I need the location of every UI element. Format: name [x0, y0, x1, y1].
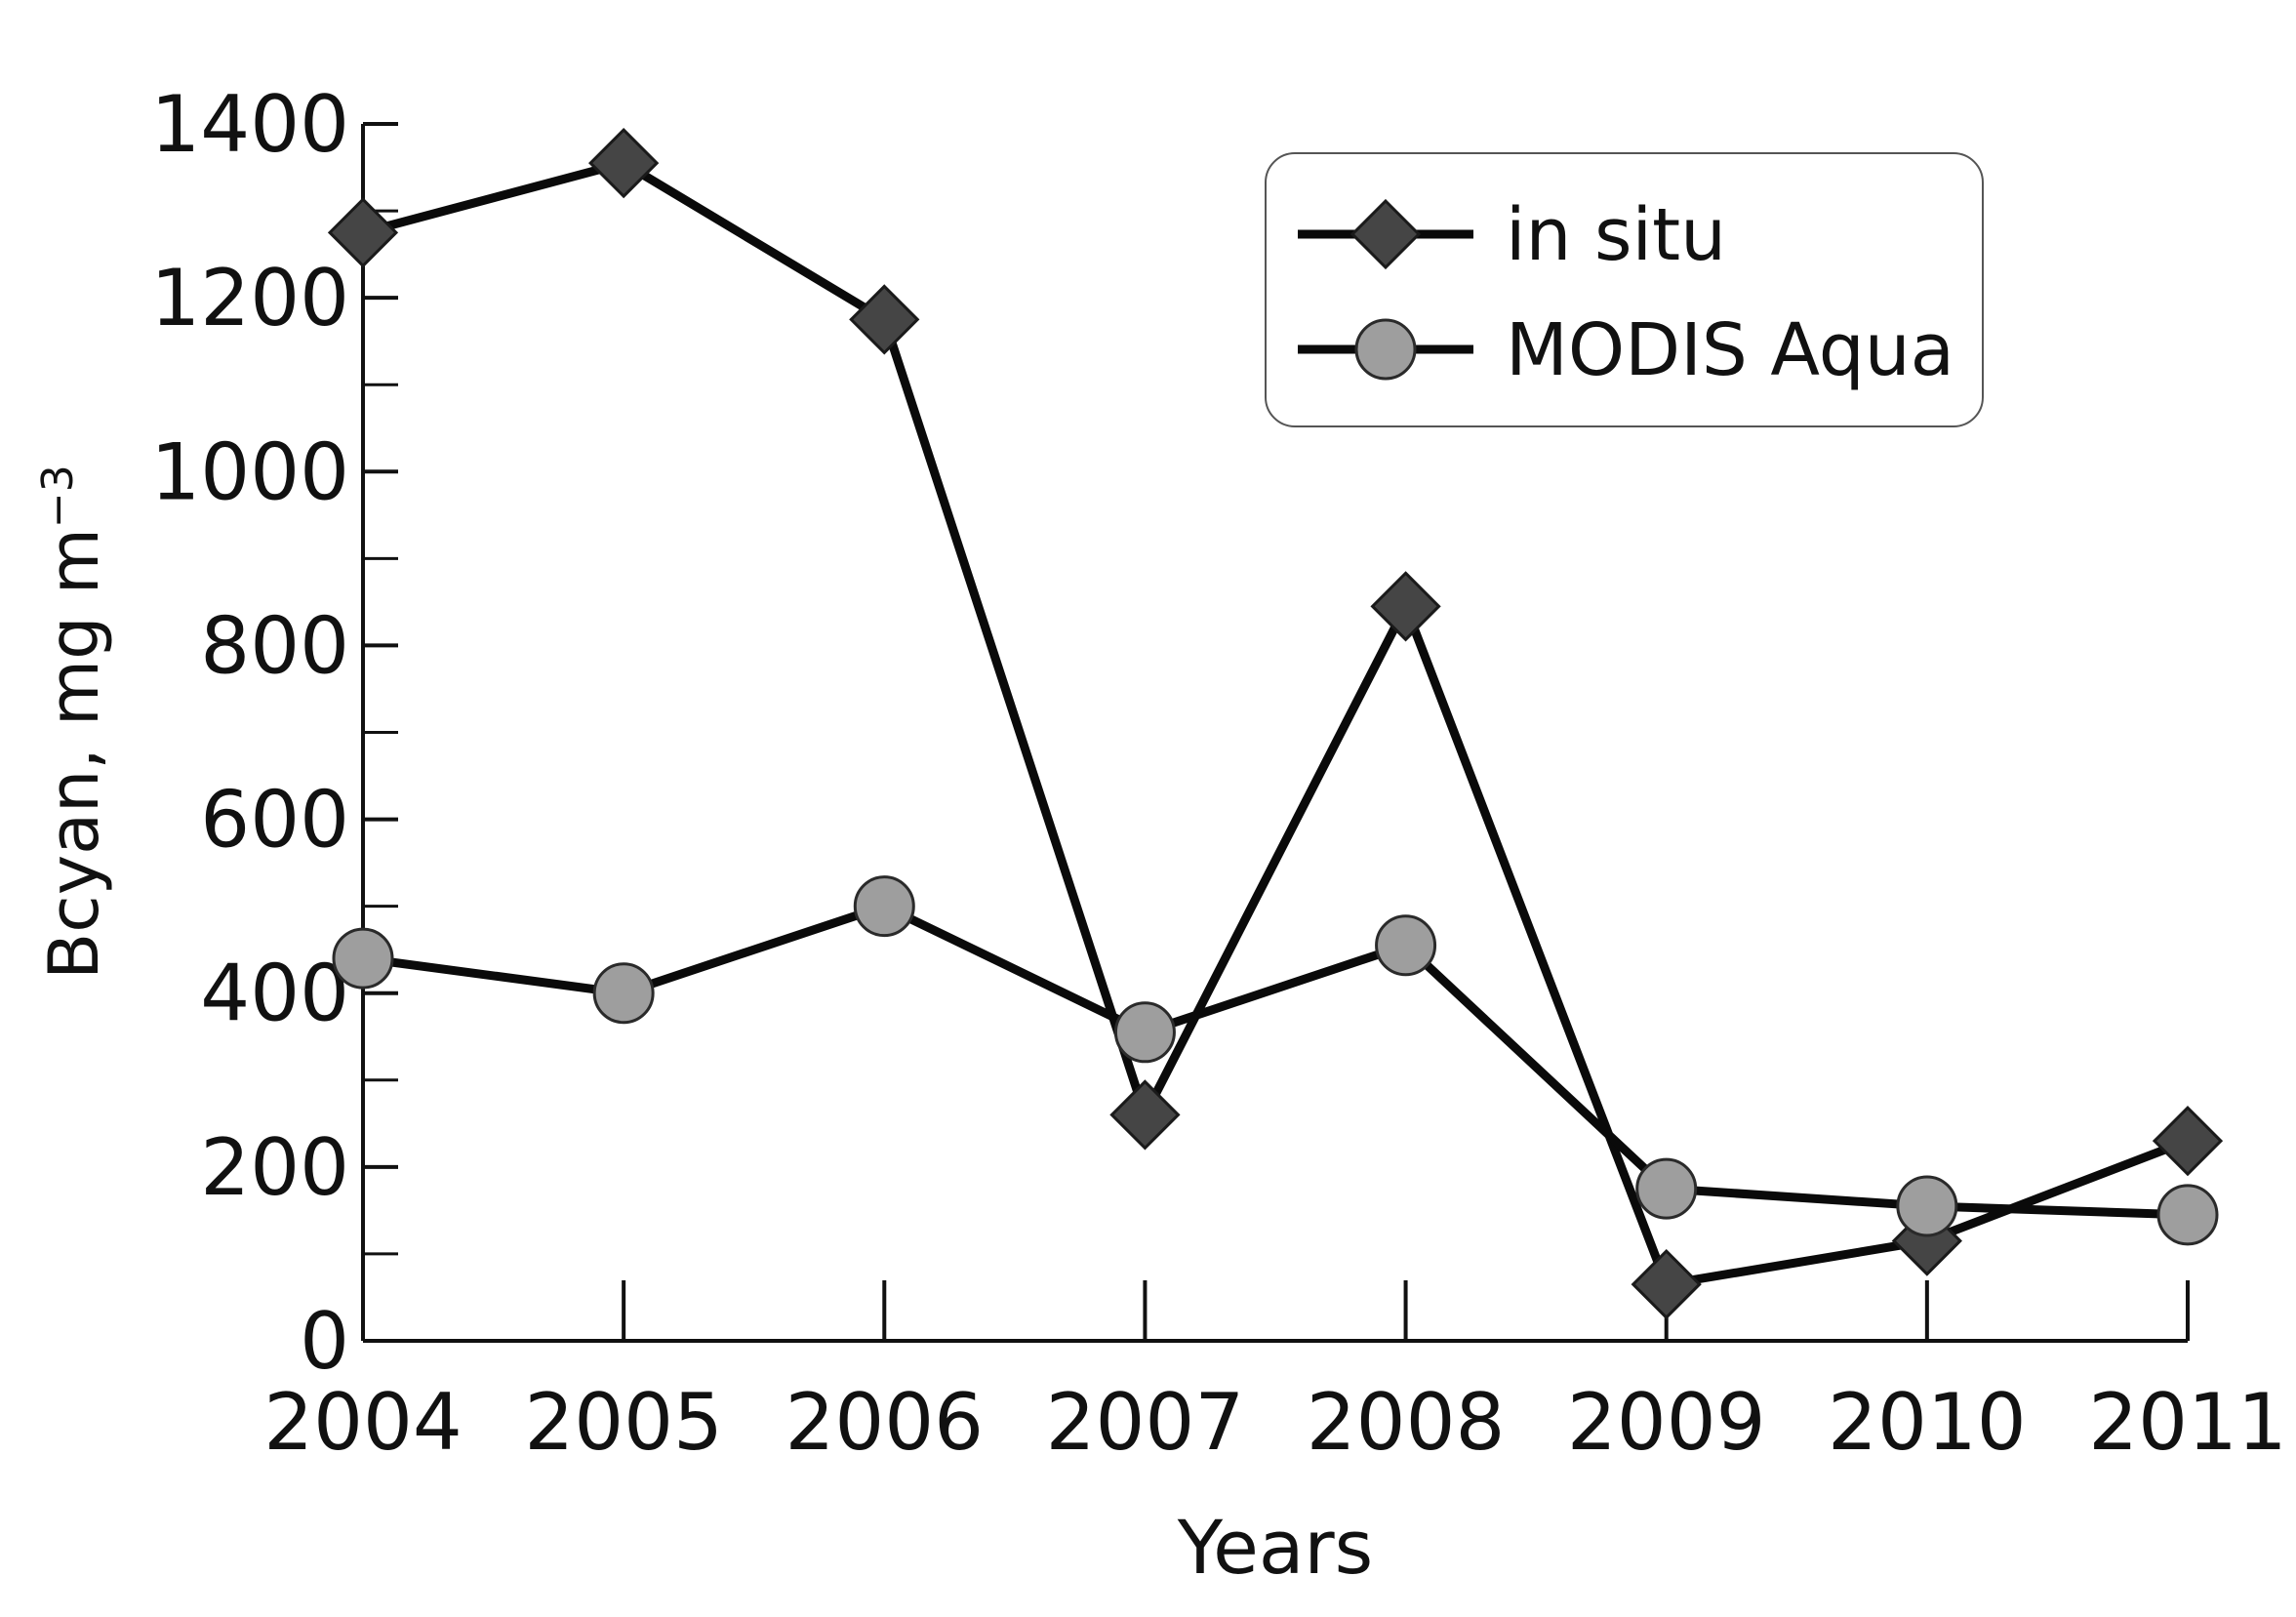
modis-aqua-point — [853, 875, 915, 938]
legend: in situ MODIS Aqua — [1265, 152, 1984, 427]
y-tick-label: 0 — [300, 1296, 349, 1387]
legend-label-in-situ: in situ — [1506, 193, 1726, 277]
modis-aqua-point — [332, 927, 394, 990]
y-tick-label: 200 — [200, 1122, 349, 1213]
x-axis-label: Years — [1177, 1504, 1374, 1591]
x-tick-label: 2006 — [785, 1377, 984, 1468]
in-situ-point — [2152, 1106, 2224, 1177]
legend-label-modis-aqua: MODIS Aqua — [1506, 308, 1954, 392]
modis-aqua-point — [592, 962, 655, 1025]
series-line-in-situ — [361, 158, 2190, 1289]
series-line-modis-aqua — [362, 902, 2189, 1220]
modis-aqua-point — [1635, 1157, 1698, 1220]
x-tick-label: 2009 — [1567, 1377, 1766, 1468]
y-tick-label: 1200 — [150, 253, 349, 344]
in-situ-point — [1631, 1248, 1702, 1320]
modis-aqua-point — [2156, 1184, 2219, 1246]
legend-diamond-marker — [1349, 198, 1422, 270]
y-axis-label: Bcyan, mg m−3 — [33, 465, 114, 980]
y-tick-label: 600 — [200, 775, 349, 866]
series-group — [327, 127, 2224, 1320]
legend-box — [1265, 152, 1984, 427]
y-tick-label: 1400 — [150, 79, 349, 170]
modis-aqua-point — [1896, 1175, 1958, 1237]
x-tick-label: 2008 — [1307, 1377, 1506, 1468]
modis-aqua-point — [1375, 914, 1437, 977]
x-tick-label: 2010 — [1828, 1377, 2027, 1468]
x-tick-label: 2005 — [524, 1377, 723, 1468]
x-tick-label: 2004 — [263, 1377, 463, 1468]
in-situ-point — [1370, 571, 1441, 642]
axes: 0 200 400 600 800 1000 1200 1400 2004 2005 2006 200… — [33, 79, 2287, 1591]
x-tick-label: 2011 — [2088, 1377, 2287, 1468]
in-situ-point — [1109, 1079, 1181, 1151]
in-situ-point — [849, 284, 920, 355]
y-tick-label: 800 — [200, 600, 349, 691]
modis-aqua-point — [1113, 1001, 1176, 1064]
in-situ-point — [588, 127, 660, 199]
in-situ-point — [327, 197, 399, 268]
y-tick-label: 400 — [200, 949, 349, 1039]
x-tick-label: 2007 — [1046, 1377, 1245, 1468]
legend-circle-marker — [1354, 318, 1417, 381]
y-tick-label: 1000 — [150, 426, 349, 517]
